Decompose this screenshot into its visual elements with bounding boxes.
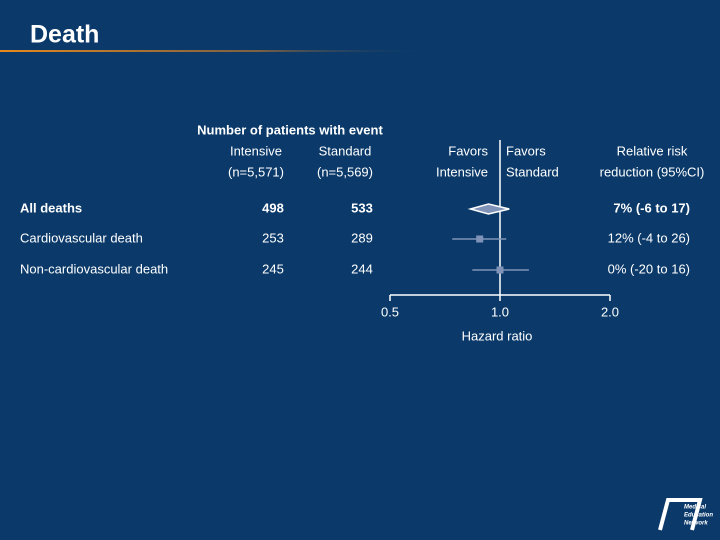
count-standard: 289	[351, 230, 373, 245]
favors-right: Favors	[506, 143, 546, 158]
column-n: (n=5,569)	[317, 164, 373, 179]
column-name: Standard	[319, 143, 372, 158]
count-standard: 244	[351, 261, 373, 276]
point-estimate	[496, 266, 504, 274]
x-tick-label: 0.5	[381, 304, 399, 319]
chart-title: Death	[30, 21, 99, 49]
count-intensive: 253	[262, 230, 284, 245]
logo: Medical Education Network	[658, 498, 713, 531]
effect-header: reduction (95%CI)	[600, 164, 705, 179]
logo-text: Education	[684, 513, 713, 519]
count-intensive: 245	[262, 261, 284, 276]
logo-text: Medical	[684, 505, 706, 511]
column-name: Intensive	[230, 143, 282, 158]
effect-label: 7% (-6 to 17)	[613, 200, 690, 215]
row-label: Non-cardiovascular death	[20, 261, 168, 276]
x-tick-label: 2.0	[601, 304, 619, 319]
point-estimate	[476, 235, 484, 243]
effect-label: 12% (-4 to 26)	[608, 230, 690, 245]
favors-left: Favors	[448, 143, 488, 158]
favors-right: Standard	[506, 164, 559, 179]
title-underline	[0, 50, 430, 52]
effect-label: 0% (-20 to 16)	[608, 261, 690, 276]
row-label: Cardiovascular death	[20, 230, 143, 245]
column-n: (n=5,571)	[228, 164, 284, 179]
x-tick-label: 1.0	[491, 304, 509, 319]
count-standard: 533	[351, 200, 373, 215]
count-intensive: 498	[262, 200, 284, 215]
effect-header: Relative risk	[617, 143, 688, 158]
logo-text: Network	[684, 521, 708, 527]
logo-mark	[658, 498, 703, 531]
summary-diamond	[467, 203, 510, 215]
row-label: All deaths	[20, 200, 82, 215]
x-axis-label: Hazard ratio	[462, 328, 533, 343]
header-group: Number of patients with event	[197, 122, 383, 137]
favors-left: Intensive	[436, 164, 488, 179]
